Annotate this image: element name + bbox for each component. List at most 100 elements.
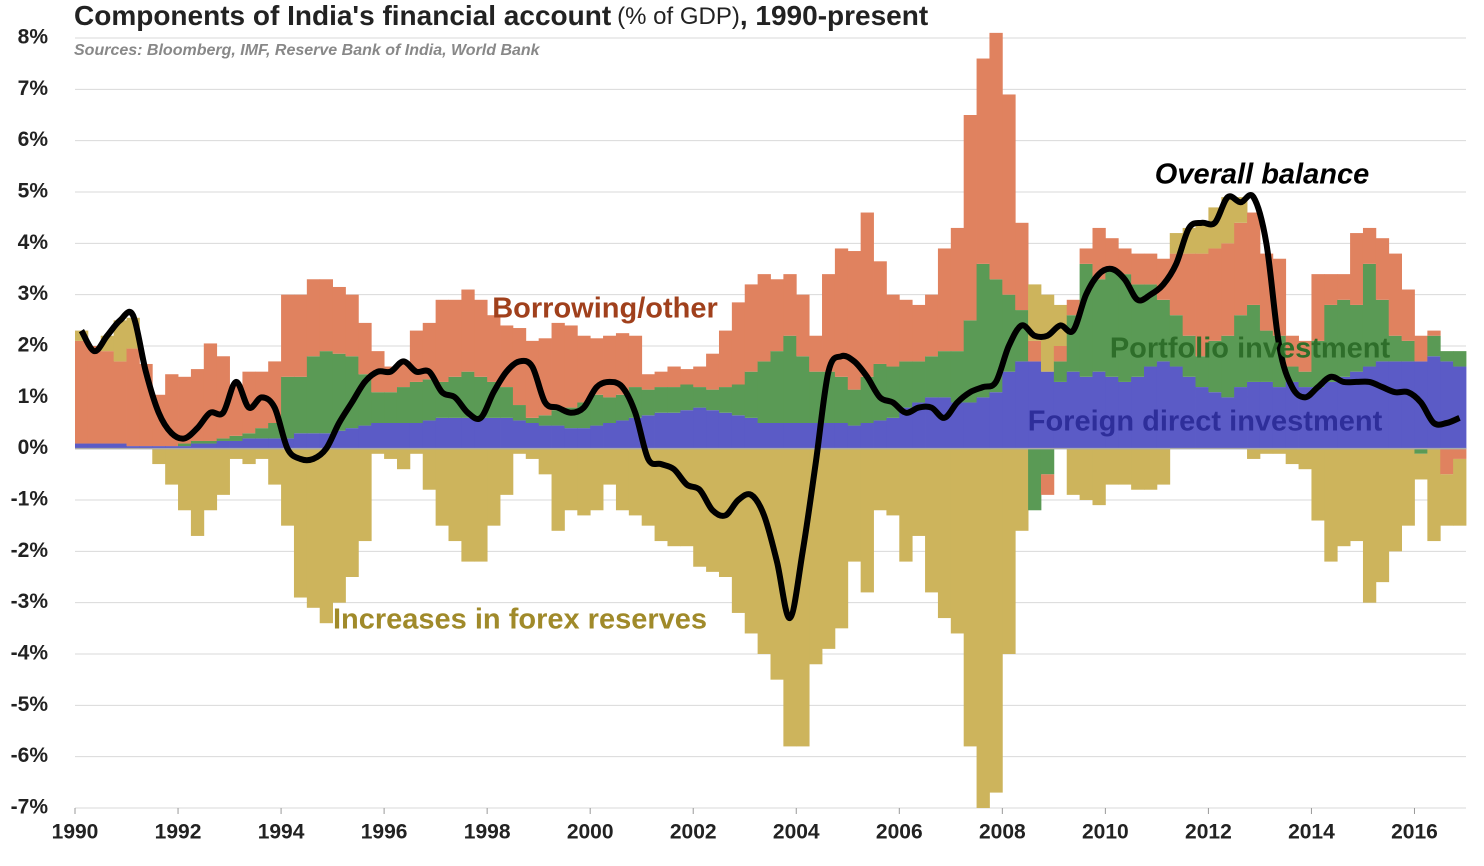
bar-segment (190, 443, 205, 449)
bar-segment (126, 348, 140, 447)
x-tick-label: 1996 (361, 821, 408, 844)
title-main: Components of India's financial account (74, 0, 611, 31)
bar-segment (925, 448, 939, 593)
bar-segment (796, 423, 810, 449)
bar-segment (1002, 371, 1016, 449)
bar-segment (1015, 310, 1029, 362)
bar-segment (75, 443, 89, 449)
bar-segment (603, 335, 617, 398)
bar-segment (422, 420, 437, 449)
bar-segment (242, 371, 256, 434)
bar-segment (976, 58, 990, 264)
y-tick-label: 3% (18, 282, 49, 305)
bar-segment (847, 251, 862, 390)
y-tick-label: -3% (11, 590, 49, 613)
bar-segment (1028, 340, 1042, 362)
bar-segment (641, 389, 655, 416)
bar-segment (925, 356, 939, 398)
bar-segment (577, 335, 591, 403)
bar-segment (512, 448, 527, 454)
bar-segment (1105, 238, 1119, 269)
bar-segment (538, 425, 552, 449)
bar-segment (1169, 366, 1184, 449)
bar-segment (963, 320, 977, 403)
bar-segment (474, 299, 488, 377)
bar-segment (834, 376, 849, 423)
bar-segment (306, 448, 321, 608)
bar-segment (783, 335, 797, 423)
bar-segment (744, 417, 759, 449)
bar-segment (538, 415, 552, 426)
bar-segment (255, 428, 269, 439)
bar-segment (1324, 304, 1338, 382)
bar-segment (989, 448, 1003, 793)
bar-segment (435, 417, 449, 449)
bar-segment (718, 412, 733, 449)
bar-segment (1311, 448, 1325, 521)
bar-segment (512, 328, 527, 406)
bar-segment (1362, 227, 1377, 264)
bar-segment (912, 361, 926, 403)
bar-segment (1337, 299, 1351, 377)
bar-segment (1427, 335, 1441, 357)
bar-segment (1337, 448, 1351, 547)
bar-segment (100, 443, 115, 449)
bar-segment (1440, 474, 1454, 526)
bar-segment (422, 379, 437, 421)
bar-segment (1375, 299, 1390, 362)
bar-segment (203, 448, 218, 511)
bar-segment (345, 448, 359, 577)
bar-segment (1234, 315, 1248, 388)
bar-segment (757, 274, 771, 362)
bar-segment (1092, 227, 1106, 280)
bar-segment (1195, 253, 1209, 357)
bar-segment (1388, 361, 1403, 449)
bar-segment (1040, 371, 1055, 449)
y-tick-label: 0% (18, 436, 49, 459)
bar-segment (976, 448, 990, 808)
bar-segment (822, 423, 836, 449)
bar-segment (1066, 448, 1081, 495)
bar-segment (1066, 299, 1081, 316)
bar-segment (216, 440, 230, 449)
bar-segment (293, 448, 308, 598)
bar-segment (603, 423, 617, 449)
bar-segment (1002, 448, 1016, 654)
bar-segment (822, 448, 836, 649)
bar-segment (165, 448, 179, 485)
bar-segment (667, 366, 681, 388)
bar-segment (1079, 248, 1093, 264)
bar-segment (1156, 299, 1171, 362)
bar-segment (1144, 284, 1158, 367)
bar-segment (1131, 253, 1145, 285)
bar-segment (822, 274, 836, 372)
bar-segment (396, 387, 411, 423)
y-tick-label: 4% (18, 231, 49, 254)
bar-segment (422, 448, 437, 490)
x-tick-label: 2010 (1082, 821, 1129, 844)
bar-segment (976, 263, 990, 398)
bar-segment (332, 286, 346, 354)
bar-segment (654, 387, 668, 413)
bar-segment (384, 448, 398, 459)
bar-segment (860, 448, 874, 593)
bar-segment (950, 227, 965, 352)
bar-segment (345, 428, 359, 449)
bar-segment (1401, 361, 1415, 449)
bar-segment (1015, 222, 1029, 311)
bar-segment (873, 420, 887, 449)
bar-segment (847, 448, 862, 562)
bar-segment (1040, 448, 1055, 475)
bar-segment (409, 448, 424, 454)
bar-segment (500, 448, 514, 495)
bar-segment (937, 397, 952, 449)
bar-segment (87, 443, 102, 449)
bar-segment (1259, 381, 1274, 449)
bar-segment (229, 384, 243, 436)
bar-segment (358, 322, 372, 375)
bar-segment (1247, 304, 1261, 382)
bar-segment (925, 294, 939, 357)
bar-segment (1401, 340, 1415, 362)
bar-segment (899, 299, 913, 362)
bar-segment (126, 446, 140, 449)
